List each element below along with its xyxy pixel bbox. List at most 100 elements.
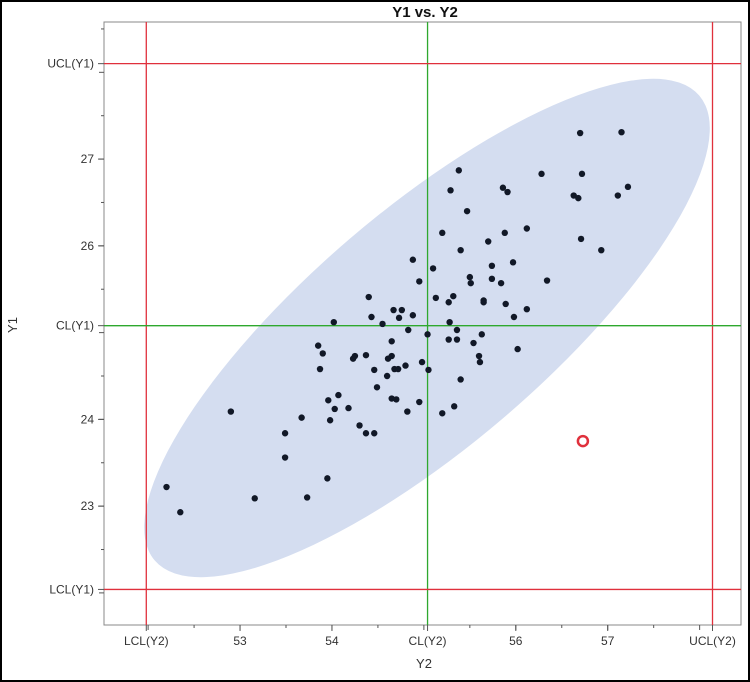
data-point [504,188,511,196]
data-point [451,403,458,410]
data-point [390,306,397,314]
data-point [424,331,431,338]
data-point [393,396,400,403]
data-point [432,294,440,302]
x-tick-label: 56 [509,634,523,648]
data-point [576,129,584,137]
data-point [470,339,477,347]
data-point [314,342,322,349]
data-point [384,355,392,362]
y-tick-label: 27 [81,152,95,166]
data-point [331,405,338,413]
data-point [395,314,403,322]
data-point [383,372,391,380]
data-point [398,306,406,314]
data-point [475,352,483,360]
data-point [416,278,423,285]
y-tick-label: 26 [81,239,95,253]
x-tick-label: 54 [325,634,339,648]
data-point [514,345,521,353]
data-point [409,312,417,319]
data-point [502,300,509,308]
data-point [345,404,352,412]
data-point [446,318,453,326]
data-point [330,318,337,326]
data-point [624,183,632,191]
data-point [476,358,484,366]
data-point [371,430,378,437]
data-point [298,414,305,421]
data-point [324,475,331,482]
data-point [319,350,326,357]
data-point [325,397,332,404]
data-point [177,509,184,516]
data-point [450,292,457,300]
data-point [575,194,582,202]
data-point [379,320,386,328]
data-point [598,246,605,254]
data-point [463,207,471,215]
x-tick-label: UCL(Y2) [689,634,736,648]
data-point [439,410,446,417]
data-point [455,167,463,174]
data-point [439,229,446,237]
data-point [326,417,334,424]
data-point [409,256,417,263]
data-point [577,235,585,243]
data-point [418,358,426,366]
data-point [509,259,517,266]
outlier-point [576,434,590,448]
data-point [453,336,461,343]
data-point [447,187,454,194]
data-point [457,376,464,383]
data-point [445,299,452,306]
data-point [356,422,363,429]
data-point [499,184,507,191]
data-point [362,430,370,437]
data-point [523,305,531,313]
y-tick-label: UCL(Y1) [47,57,94,71]
data-point [480,299,487,306]
data-point [373,384,381,391]
data-point [335,391,342,399]
data-point [281,454,289,461]
data-point [543,277,551,284]
data-point [365,293,372,301]
data-point [303,494,311,501]
y-tick-label: CL(Y1) [56,319,94,333]
data-point [445,336,452,343]
y-tick-label: LCL(Y1) [49,582,94,596]
data-point [453,326,461,334]
y-axis-title: Y1 [5,317,20,333]
data-point [429,265,437,272]
data-point [457,246,464,254]
data-point [497,279,505,287]
data-point [405,326,412,334]
data-point [488,275,496,283]
data-point [394,365,402,373]
y-tick-label: 23 [81,499,95,513]
x-axis-title: Y2 [416,656,432,671]
data-point [251,495,258,502]
data-point [371,366,378,374]
data-point [425,366,432,374]
data-point [163,483,170,491]
y-tick-label: 24 [81,412,95,426]
data-point [501,229,508,237]
x-tick-label: CL(Y2) [409,634,447,648]
chart-title: Y1 vs. Y2 [392,4,458,21]
data-point [523,225,531,232]
data-point [349,355,357,362]
data-point [466,273,474,281]
x-tick-label: 53 [233,634,247,648]
data-point [488,262,496,270]
data-point [578,170,586,178]
data-point [478,331,485,338]
data-point [614,192,622,199]
data-point [485,238,492,245]
data-point [618,128,625,136]
x-tick-label: 57 [601,634,615,648]
data-point [388,338,395,345]
data-point [538,170,545,178]
